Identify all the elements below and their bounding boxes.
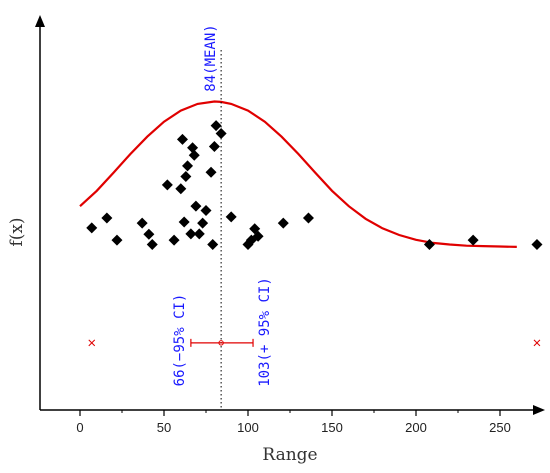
x-tick-label: 0 (76, 420, 83, 435)
data-point (197, 217, 209, 229)
x-axis-arrow (533, 405, 545, 415)
data-point (176, 133, 188, 145)
data-point (182, 160, 194, 172)
outlier-x-marker (88, 339, 96, 347)
axes-layer: 0 50 100 150 200 250 (35, 15, 545, 435)
outlier-x-marker (533, 339, 541, 347)
data-point (210, 120, 222, 132)
x-tick-label: 200 (405, 420, 427, 435)
data-point (252, 230, 264, 242)
x-tick-label: 250 (489, 420, 511, 435)
data-point (188, 149, 200, 161)
outlier-x-stroke (533, 339, 541, 347)
annotation-layer: 84(MEAN) 66(−95% CI) 103(+ 95% CI) (88, 24, 541, 410)
outlier-x-stroke (88, 339, 96, 347)
data-point (143, 228, 155, 240)
data-point (467, 234, 479, 246)
ci-mean-marker (218, 340, 224, 346)
x-tick-label: 50 (157, 420, 171, 435)
data-point (111, 234, 123, 246)
data-point (175, 183, 187, 195)
data-point (423, 238, 435, 250)
ci-lower-label: 66(−95% CI) (172, 294, 188, 387)
mean-label: 84(MEAN) (203, 24, 219, 91)
data-point (200, 205, 212, 217)
ci-upper-label: 103(+ 95% CI) (257, 277, 273, 387)
data-point (185, 228, 197, 240)
data-point (86, 222, 98, 234)
points-layer (86, 120, 543, 250)
density-curve (79, 100, 517, 248)
data-point (161, 179, 173, 191)
data-point (205, 166, 217, 178)
curve-layer (79, 100, 517, 248)
data-point (215, 128, 227, 139)
x-axis-title: Range (262, 445, 317, 465)
data-point (193, 228, 205, 240)
data-point (302, 212, 314, 224)
data-point (208, 141, 220, 153)
data-point (187, 142, 199, 154)
y-axis-arrow (35, 15, 45, 27)
data-point (146, 238, 158, 250)
x-tick-label: 150 (321, 420, 343, 435)
data-point (531, 238, 543, 250)
data-point (178, 216, 190, 228)
data-point (225, 211, 237, 223)
data-point (136, 217, 148, 229)
data-point (168, 234, 180, 246)
x-tick-label: 100 (237, 420, 259, 435)
data-point (207, 238, 219, 250)
data-point (180, 171, 192, 183)
y-axis-title: f(x) (7, 217, 27, 246)
data-point (190, 200, 202, 212)
data-point (277, 217, 289, 229)
data-point (101, 212, 113, 224)
